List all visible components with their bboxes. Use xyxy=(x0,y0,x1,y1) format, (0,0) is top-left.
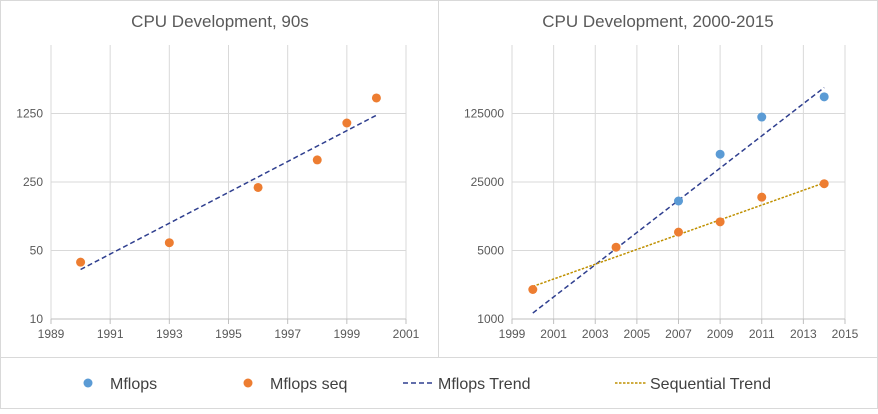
x-tick-label: 1991 xyxy=(97,327,124,341)
data-point-mflops xyxy=(757,112,767,122)
x-tick-label: 2001 xyxy=(393,327,420,341)
x-tick-label: 2009 xyxy=(707,327,734,341)
x-tick-label: 2001 xyxy=(540,327,567,341)
x-tick-label: 1999 xyxy=(333,327,360,341)
data-point-mflops-seq xyxy=(674,227,683,237)
x-tick-label: 1999 xyxy=(499,327,526,341)
y-tick-label: 125000 xyxy=(464,107,504,121)
data-point-mflops-seq xyxy=(76,257,86,267)
x-tick-label: 2007 xyxy=(665,327,692,341)
data-point-mflops-seq xyxy=(164,238,174,248)
x-tick-label: 2011 xyxy=(749,327,775,341)
y-tick-label: 10 xyxy=(30,312,44,326)
data-point-mflops-seq xyxy=(253,182,263,192)
y-tick-label: 25000 xyxy=(471,175,505,189)
chart-title: CPU Development, 2000-2015 xyxy=(542,12,774,31)
x-tick-label: 2015 xyxy=(832,327,859,341)
x-tick-label: 2013 xyxy=(790,327,817,341)
legend-label: Mflops xyxy=(110,376,157,393)
data-point-mflops-seq xyxy=(819,179,829,189)
x-tick-label: 2003 xyxy=(582,327,609,341)
y-tick-label: 250 xyxy=(23,175,43,189)
chart-panel-90s: CPU Development, 90s 1989 1991 1993 1995 1997… xyxy=(16,12,419,341)
data-point-mflops-seq xyxy=(715,217,725,227)
y-tick-label: 5000 xyxy=(477,244,504,258)
y-tick-label: 1250 xyxy=(16,107,43,121)
x-tick-label: 2005 xyxy=(624,327,651,341)
x-tick-label: 1993 xyxy=(156,327,183,341)
y-tick-label: 50 xyxy=(30,244,44,258)
data-point-mflops xyxy=(819,92,829,102)
data-point-mflops-seq xyxy=(528,284,538,294)
x-tick-label: 1997 xyxy=(274,327,301,341)
legend-marker xyxy=(243,378,253,388)
data-point-mflops-seq xyxy=(611,242,621,252)
data-point-mflops-seq xyxy=(342,118,352,128)
chart-legend: Mflops Mflops seq Mflops Trend Sequential T… xyxy=(83,376,771,393)
chart-panel-2000-2015: CPU Development, 2000-2015 1999 2001 2003 20… xyxy=(464,12,859,341)
y-tick-label: 1000 xyxy=(477,312,504,326)
data-point-mflops xyxy=(674,196,683,206)
legend-label: Sequential Trend xyxy=(650,376,771,393)
data-point-mflops-seq xyxy=(371,93,381,103)
trendline-sequential-trend xyxy=(532,182,825,288)
data-point-mflops xyxy=(715,149,725,159)
legend-marker xyxy=(83,378,93,388)
x-tick-label: 1995 xyxy=(215,327,242,341)
legend-label: Mflops seq xyxy=(270,376,347,393)
chart-title: CPU Development, 90s xyxy=(131,12,309,31)
data-point-mflops-seq xyxy=(312,155,322,165)
data-point-mflops-seq xyxy=(757,192,767,202)
x-tick-label: 1989 xyxy=(38,327,65,341)
legend-label: Mflops Trend xyxy=(438,376,530,393)
